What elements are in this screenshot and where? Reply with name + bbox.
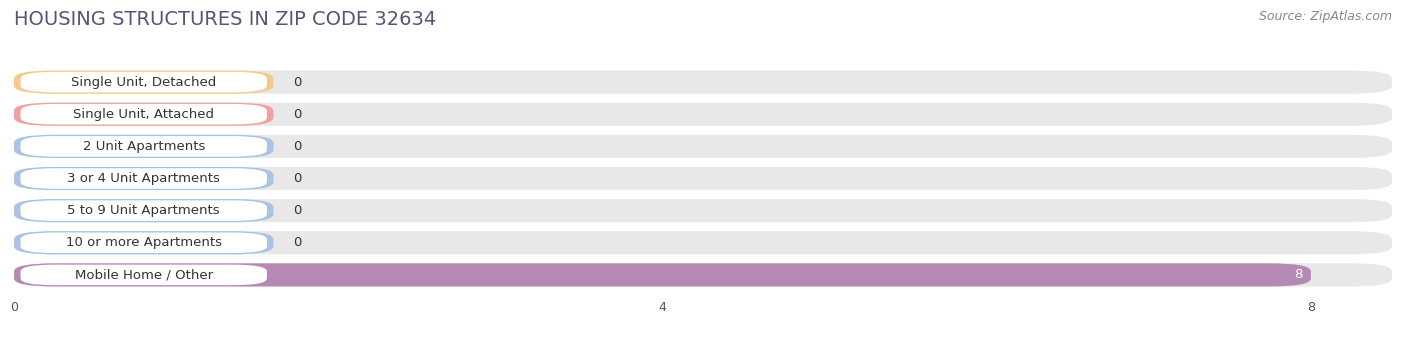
FancyBboxPatch shape: [14, 135, 1392, 158]
FancyBboxPatch shape: [14, 264, 1310, 287]
Text: 0: 0: [292, 75, 301, 89]
Text: 0: 0: [292, 172, 301, 185]
FancyBboxPatch shape: [14, 135, 273, 158]
FancyBboxPatch shape: [14, 231, 273, 254]
Text: Mobile Home / Other: Mobile Home / Other: [75, 268, 212, 282]
FancyBboxPatch shape: [14, 199, 1392, 222]
Text: 5 to 9 Unit Apartments: 5 to 9 Unit Apartments: [67, 204, 221, 217]
FancyBboxPatch shape: [21, 136, 267, 157]
Text: 0: 0: [292, 108, 301, 121]
FancyBboxPatch shape: [14, 264, 1392, 287]
Text: Single Unit, Detached: Single Unit, Detached: [72, 75, 217, 89]
FancyBboxPatch shape: [21, 265, 267, 285]
Text: 2 Unit Apartments: 2 Unit Apartments: [83, 140, 205, 153]
FancyBboxPatch shape: [14, 167, 273, 190]
Text: Source: ZipAtlas.com: Source: ZipAtlas.com: [1258, 10, 1392, 23]
Text: 10 or more Apartments: 10 or more Apartments: [66, 236, 222, 249]
Text: 0: 0: [292, 204, 301, 217]
FancyBboxPatch shape: [14, 70, 273, 94]
FancyBboxPatch shape: [21, 168, 267, 189]
FancyBboxPatch shape: [21, 233, 267, 253]
FancyBboxPatch shape: [14, 103, 1392, 126]
Text: 0: 0: [292, 236, 301, 249]
FancyBboxPatch shape: [14, 199, 273, 222]
FancyBboxPatch shape: [21, 72, 267, 92]
Text: Single Unit, Attached: Single Unit, Attached: [73, 108, 214, 121]
FancyBboxPatch shape: [21, 200, 267, 221]
FancyBboxPatch shape: [14, 103, 273, 126]
Text: 3 or 4 Unit Apartments: 3 or 4 Unit Apartments: [67, 172, 221, 185]
FancyBboxPatch shape: [21, 104, 267, 124]
Text: HOUSING STRUCTURES IN ZIP CODE 32634: HOUSING STRUCTURES IN ZIP CODE 32634: [14, 10, 436, 29]
Text: 8: 8: [1295, 268, 1303, 282]
Text: 0: 0: [292, 140, 301, 153]
FancyBboxPatch shape: [14, 70, 1392, 94]
FancyBboxPatch shape: [14, 231, 1392, 254]
FancyBboxPatch shape: [14, 167, 1392, 190]
